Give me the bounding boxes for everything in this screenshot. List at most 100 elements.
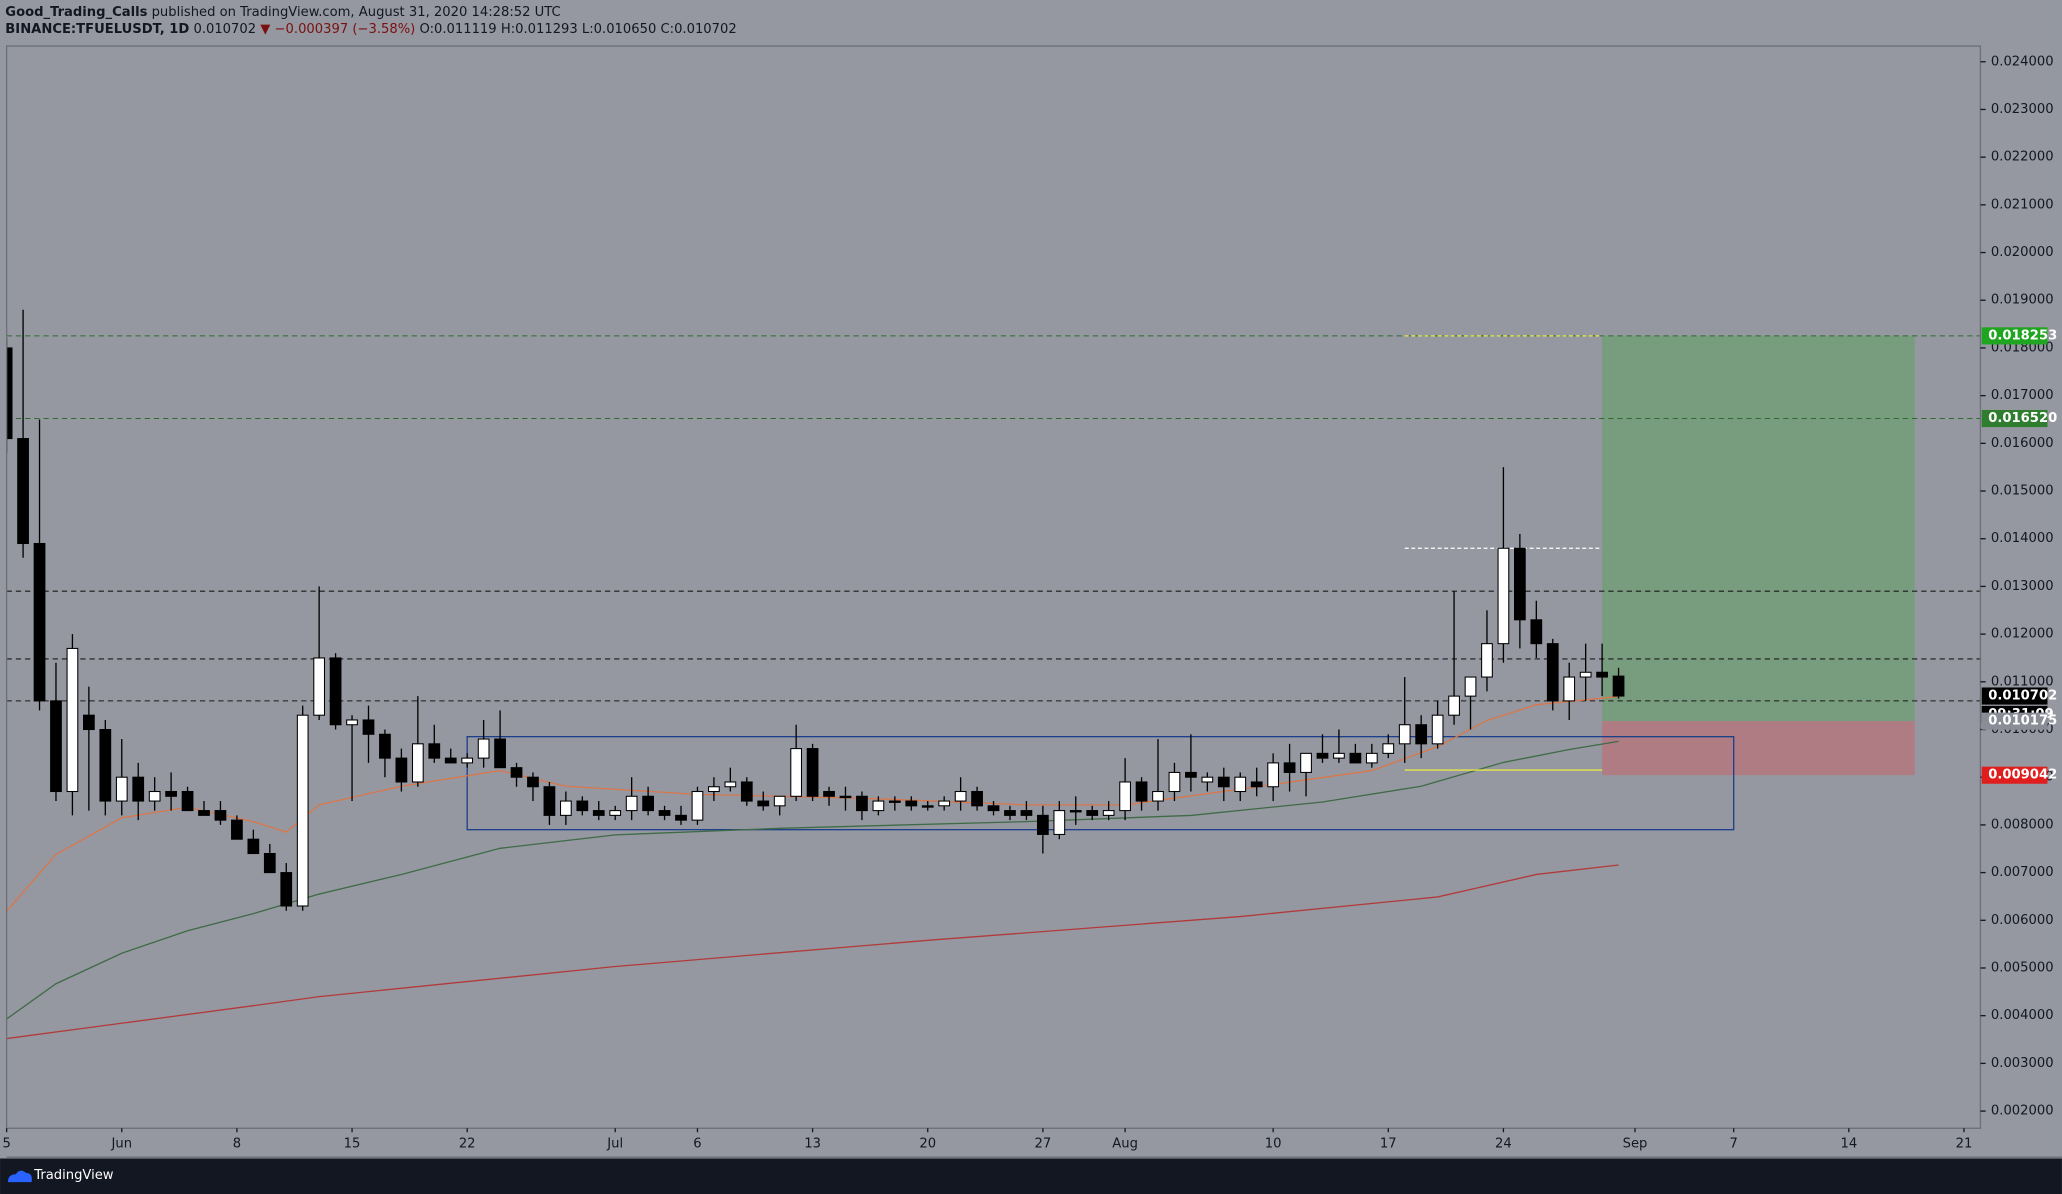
price-label: 0.018253 [1988,328,2057,343]
candle-body [576,800,589,812]
candle-body [675,814,687,821]
candle-body [543,786,556,816]
candle-body [494,738,506,769]
candle-body [1185,771,1197,778]
y-tick-label: 0.019000 [1991,293,2054,308]
candle-body [379,733,391,759]
price-label-box [1981,409,2048,428]
candle-body [921,805,934,808]
ohlc-open: O:0.011119 [419,21,496,36]
moving-average [6,740,1619,1020]
y-tick-label: 0.014000 [1991,531,2054,546]
x-tick-label: Sep [1623,1137,1648,1152]
x-tick-label: Jun [111,1137,133,1152]
profit-zone [1602,335,1915,722]
candle-body [280,872,293,907]
candle-body [724,781,737,788]
x-tick-label: 21 [1956,1137,1973,1152]
candle-body [461,757,474,764]
last: 0.010702 [193,21,256,36]
y-tick-label: 0.003000 [1991,1056,2054,1071]
candle-body [790,748,803,797]
candle-body [198,810,210,816]
candle-body [83,714,95,731]
header-line: Good_Trading_Calls published on TradingV… [5,4,560,19]
candle-body [395,757,408,783]
candle-body [66,647,79,793]
candle-body [1431,714,1444,745]
candle-body [1612,675,1625,697]
y-tick-label: 0.011000 [1991,674,2054,689]
candle-body [1119,781,1131,812]
candle-body [1053,810,1066,835]
candle-body [115,776,128,802]
candle-body [1168,771,1181,793]
candle-body [1036,814,1049,835]
x-tick-label: 14 [1840,1137,1857,1152]
ohlc-high: H:0.011293 [501,21,578,36]
candle-body [1135,781,1148,802]
candle-body [50,700,62,793]
candle-body [1497,547,1510,645]
footer-text: TradingView [33,1168,114,1183]
candle-body [510,767,523,778]
candle-body [1546,643,1559,702]
candle-body [296,714,309,907]
x-tick-label: Jul [606,1137,623,1152]
candle-body [247,838,260,855]
x-tick-label: 22 [459,1137,476,1152]
y-tick-label: 0.004000 [1991,1008,2054,1023]
symbol: BINANCE:TFUELUSDT, 1D [5,21,189,36]
candle-body [33,542,46,702]
footer-bar [0,1158,2062,1194]
candle-body [1069,810,1082,813]
y-tick-label: 0.013000 [1991,579,2054,594]
candle-body [1481,643,1493,678]
x-tick-label: 6 [693,1137,701,1152]
ohlc-low: L:0.010650 [582,21,656,36]
candle-body [1349,752,1362,764]
candle-body [132,776,145,802]
candle-body [346,719,358,726]
candle-body [1300,752,1312,773]
candle-body [1579,671,1592,678]
candle-body [905,800,918,807]
published: published on TradingView.com, August 31,… [152,4,561,19]
candle-body [1234,776,1247,793]
candle-body [658,810,671,816]
candle-body [823,790,835,797]
candle-body [559,800,572,816]
candle-body [1365,752,1378,764]
candle-body [231,819,243,840]
y-tick-label: 0.005000 [1991,960,2054,975]
x-tick-label: 10 [1265,1137,1282,1152]
y-tick-label: 0.021000 [1991,197,2054,212]
candle-body [642,795,654,812]
candle-body [1086,810,1099,816]
candle-body [1448,695,1460,716]
y-tick-label: 0.015000 [1991,484,2054,499]
candle-body [1513,547,1526,621]
y-tick-label: 0.024000 [1991,54,2054,69]
candle-body [691,790,704,821]
moving-average [6,864,1619,1040]
range-box [466,736,1735,831]
price-label: 0.010702 [1988,689,2057,704]
x-tick-label: 15 [344,1137,361,1152]
y-tick-label: 0.020000 [1991,245,2054,260]
candle-body [806,748,819,797]
ohlc-close: C:0.010702 [661,21,737,36]
y-tick-label: 0.016000 [1991,436,2054,451]
y-tick-label: 0.002000 [1991,1104,2054,1119]
candle-body [1250,781,1263,788]
price-label-box [1981,687,2048,705]
candle-body [971,790,983,807]
y-tick-label: 0.022000 [1991,150,2054,165]
candle-body [740,781,753,802]
candle-body [313,657,326,716]
candle-body [527,776,539,788]
candle-body [839,795,852,799]
candle-body [592,810,605,816]
